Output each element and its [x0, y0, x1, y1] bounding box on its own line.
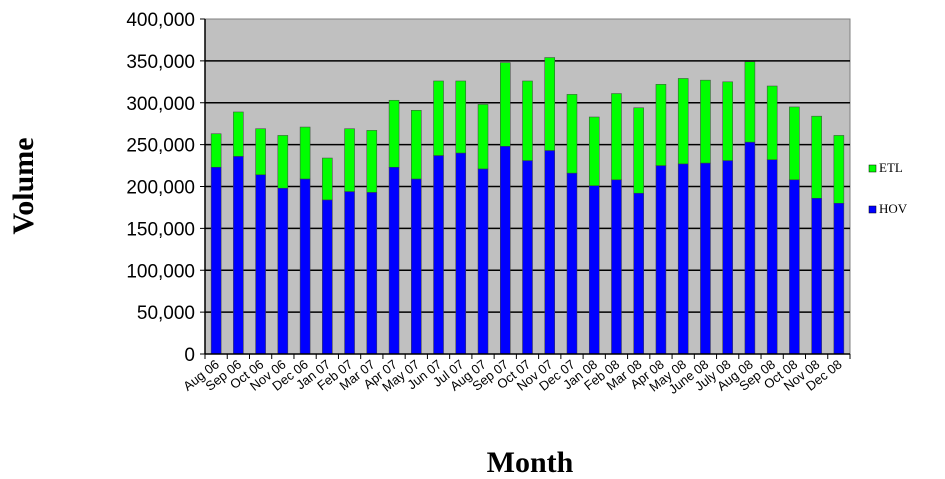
bar-etl — [566, 94, 578, 174]
bar-etl — [210, 133, 222, 168]
bar-etl — [722, 81, 733, 161]
bar-etl — [433, 80, 444, 156]
bar-hov — [722, 160, 733, 355]
x-axis-title: Month — [487, 446, 574, 479]
bar-etl — [366, 130, 378, 193]
bar-hov — [500, 146, 511, 355]
bar-hov — [433, 155, 444, 355]
bar-etl — [477, 104, 489, 170]
y-tick-label: 400,000 — [126, 10, 195, 31]
bar-etl — [677, 78, 689, 165]
legend-label-etl: ETL — [879, 160, 903, 175]
bar-hov — [833, 203, 845, 355]
bar-etl — [633, 107, 644, 194]
legend-label-hov: HOV — [879, 201, 908, 216]
y-axis-ticks: 0 50,000 100,000 150,000 200,000 250,000 300,0… — [126, 10, 205, 366]
bar-hov — [544, 150, 555, 355]
bar-hov — [633, 192, 644, 355]
bar-hov — [744, 141, 756, 355]
y-tick-label: 150,000 — [126, 219, 195, 240]
bar-hov — [700, 162, 711, 355]
bar-hov — [299, 178, 311, 355]
legend-swatch-hov — [868, 205, 877, 214]
bar-etl — [655, 84, 667, 166]
y-tick-label: 200,000 — [126, 178, 195, 199]
bar-etl — [344, 128, 355, 192]
bar-etl — [700, 79, 711, 164]
bar-hov — [233, 156, 244, 355]
bar-etl — [588, 116, 600, 186]
bar-etl — [233, 111, 244, 157]
bar-hov — [655, 165, 667, 355]
y-tick-label: 100,000 — [126, 261, 195, 282]
bar-etl — [744, 61, 756, 143]
bar-hov — [477, 168, 489, 355]
bar-hov — [789, 179, 800, 355]
bar-hov — [455, 152, 467, 355]
bar-hov — [566, 172, 578, 355]
bar-hov — [388, 166, 400, 355]
bar-etl — [255, 128, 266, 176]
y-tick-label: 350,000 — [126, 52, 195, 73]
bar-hov — [366, 192, 378, 355]
bar-etl — [544, 57, 555, 151]
bar-hov — [677, 163, 689, 355]
bar-etl — [455, 80, 467, 154]
bar-etl — [500, 62, 511, 147]
bar-etl — [277, 135, 289, 189]
bar-etl — [766, 85, 778, 160]
bar-etl — [299, 126, 311, 180]
y-axis-title: Volume — [7, 137, 40, 234]
bar-hov — [522, 160, 533, 355]
y-tick-label: 50,000 — [137, 303, 195, 324]
bar-hov — [322, 199, 333, 355]
bar-hov — [411, 178, 422, 355]
bar-hov — [277, 187, 289, 355]
y-tick-label: 0 — [184, 345, 195, 366]
bar-hov — [344, 191, 355, 355]
bar-hov — [210, 166, 222, 355]
bar-etl — [833, 135, 845, 204]
y-tick-label: 250,000 — [126, 136, 195, 157]
bar-etl — [522, 80, 533, 161]
bar-hov — [588, 185, 600, 355]
bar-hov — [255, 174, 266, 355]
y-tick-label: 300,000 — [126, 94, 195, 115]
bar-etl — [388, 99, 400, 168]
bar-hov — [766, 159, 778, 355]
bar-etl — [789, 106, 800, 181]
bar-etl — [322, 157, 333, 201]
legend-swatch-etl — [868, 164, 877, 173]
bar-hov — [611, 179, 622, 355]
bar-etl — [611, 93, 622, 181]
bar-etl — [811, 115, 822, 199]
bar-hov — [811, 197, 822, 355]
bar-etl — [411, 110, 422, 180]
legend: ETL HOV — [868, 160, 908, 216]
